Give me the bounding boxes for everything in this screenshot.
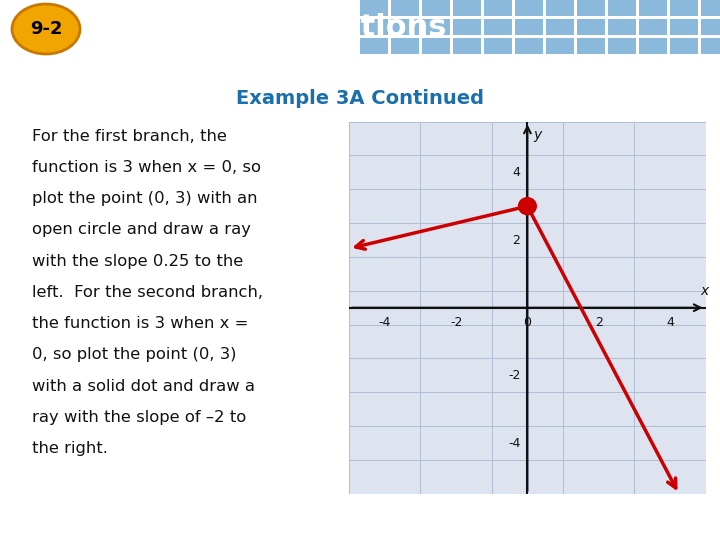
Text: Copyright © by Holt, Rinehart and Winston.  All Rights Reserved.: Copyright © by Holt, Rinehart and Winsto…: [416, 522, 711, 530]
Bar: [391, 19, 419, 35]
Text: open circle and draw a ray: open circle and draw a ray: [32, 222, 251, 238]
Bar: [670, 38, 698, 54]
Bar: [639, 19, 667, 35]
Bar: [639, 38, 667, 54]
Text: Example 3A Continued: Example 3A Continued: [236, 89, 484, 109]
Text: -4: -4: [508, 436, 521, 450]
Bar: [546, 19, 574, 35]
Text: -2: -2: [508, 369, 521, 382]
Text: ray with the slope of –2 to: ray with the slope of –2 to: [32, 410, 246, 425]
Text: plot the point (0, 3) with an: plot the point (0, 3) with an: [32, 191, 257, 206]
Bar: [360, 38, 388, 54]
Bar: [484, 0, 512, 16]
Text: y: y: [534, 129, 542, 143]
Bar: [608, 0, 636, 16]
Bar: [639, 0, 667, 16]
Text: -2: -2: [450, 316, 462, 329]
Bar: [484, 38, 512, 54]
Text: function is 3 when x = 0, so: function is 3 when x = 0, so: [32, 160, 261, 175]
Bar: [422, 38, 450, 54]
Bar: [422, 19, 450, 35]
Bar: [515, 38, 543, 54]
Bar: [484, 19, 512, 35]
Bar: [670, 0, 698, 16]
Bar: [453, 38, 481, 54]
Bar: [577, 0, 605, 16]
Bar: [701, 38, 720, 54]
Bar: [608, 38, 636, 54]
Text: x: x: [701, 284, 708, 298]
Text: 0, so plot the point (0, 3): 0, so plot the point (0, 3): [32, 347, 236, 362]
Text: Holt Algebra 2: Holt Algebra 2: [9, 521, 99, 531]
Bar: [391, 38, 419, 54]
Text: the function is 3 when x =: the function is 3 when x =: [32, 316, 248, 331]
Bar: [453, 0, 481, 16]
Bar: [515, 0, 543, 16]
Bar: [577, 38, 605, 54]
Text: 9-2: 9-2: [30, 20, 62, 38]
Text: left.  For the second branch,: left. For the second branch,: [32, 285, 263, 300]
Bar: [701, 19, 720, 35]
Bar: [701, 0, 720, 16]
Text: Piecewise Functions: Piecewise Functions: [100, 14, 446, 43]
Text: the right.: the right.: [32, 441, 107, 456]
Bar: [670, 19, 698, 35]
Text: 0: 0: [523, 316, 531, 329]
Text: For the first branch, the: For the first branch, the: [32, 129, 226, 144]
Bar: [422, 0, 450, 16]
Text: 2: 2: [513, 233, 521, 247]
Text: 2: 2: [595, 316, 603, 329]
Bar: [546, 38, 574, 54]
Bar: [608, 19, 636, 35]
Bar: [453, 19, 481, 35]
Bar: [360, 19, 388, 35]
Bar: [360, 0, 388, 16]
Text: with the slope 0.25 to the: with the slope 0.25 to the: [32, 254, 243, 269]
Text: -4: -4: [379, 316, 391, 329]
Text: 4: 4: [666, 316, 674, 329]
Bar: [515, 19, 543, 35]
Bar: [546, 0, 574, 16]
Circle shape: [520, 199, 535, 214]
Bar: [391, 0, 419, 16]
Ellipse shape: [12, 4, 80, 54]
Bar: [577, 19, 605, 35]
Text: with a solid dot and draw a: with a solid dot and draw a: [32, 379, 255, 394]
Text: 4: 4: [513, 166, 521, 179]
